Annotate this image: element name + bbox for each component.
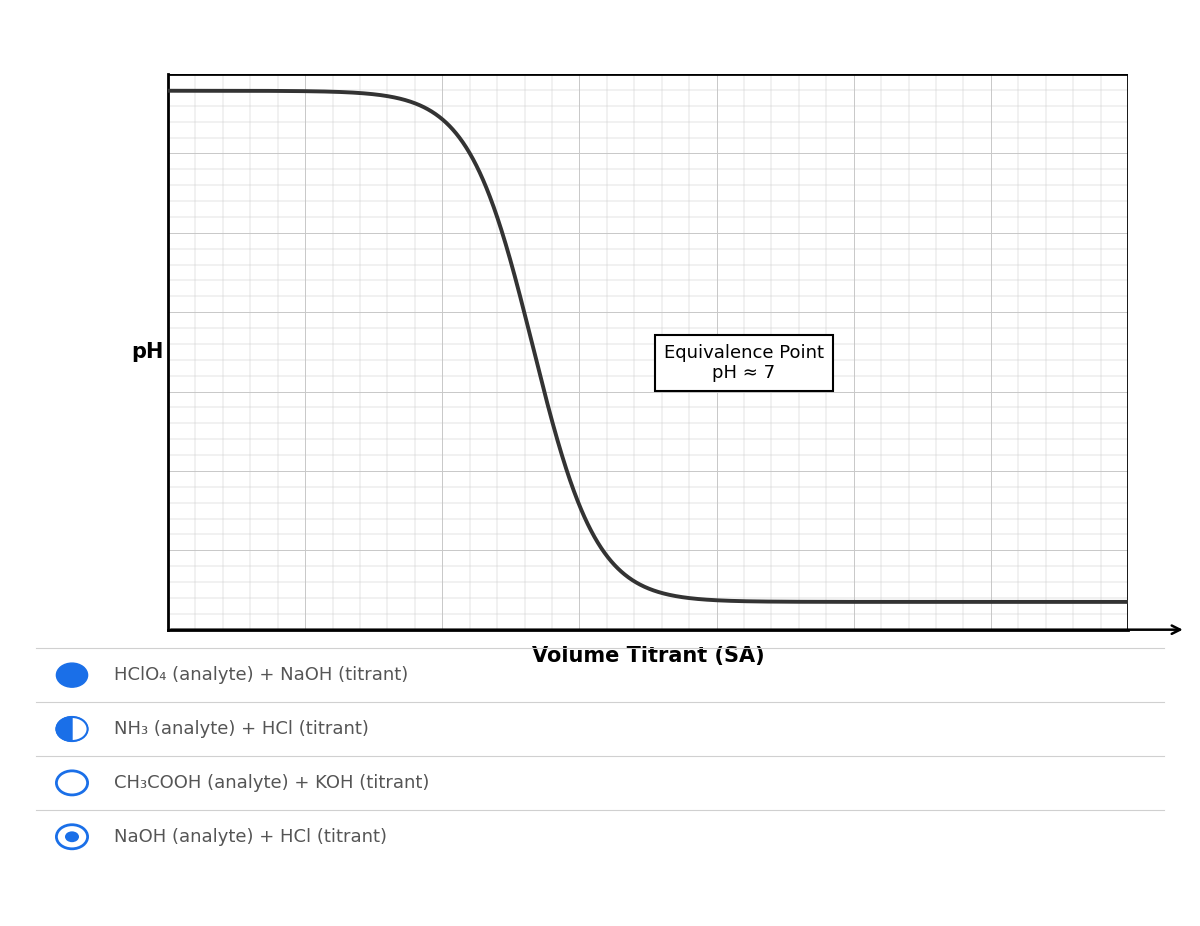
Text: Equivalence Point
pH ≈ 7: Equivalence Point pH ≈ 7 [664,344,824,382]
Y-axis label: pH: pH [131,342,163,362]
Text: CH₃COOH (analyte) + KOH (titrant): CH₃COOH (analyte) + KOH (titrant) [114,774,430,792]
X-axis label: Volume Titrant (SA): Volume Titrant (SA) [532,646,764,667]
Text: HClO₄ (analyte) + NaOH (titrant): HClO₄ (analyte) + NaOH (titrant) [114,666,408,684]
Text: NaOH (analyte) + HCl (titrant): NaOH (analyte) + HCl (titrant) [114,828,386,845]
Text: NH₃ (analyte) + HCl (titrant): NH₃ (analyte) + HCl (titrant) [114,720,368,738]
